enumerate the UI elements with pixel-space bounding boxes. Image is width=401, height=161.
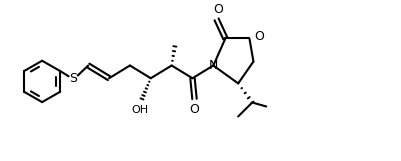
Text: O: O xyxy=(213,3,223,16)
Text: O: O xyxy=(254,30,264,43)
Text: OH: OH xyxy=(132,105,148,115)
Text: N: N xyxy=(209,59,218,72)
Text: S: S xyxy=(69,72,77,85)
Text: O: O xyxy=(190,103,199,116)
